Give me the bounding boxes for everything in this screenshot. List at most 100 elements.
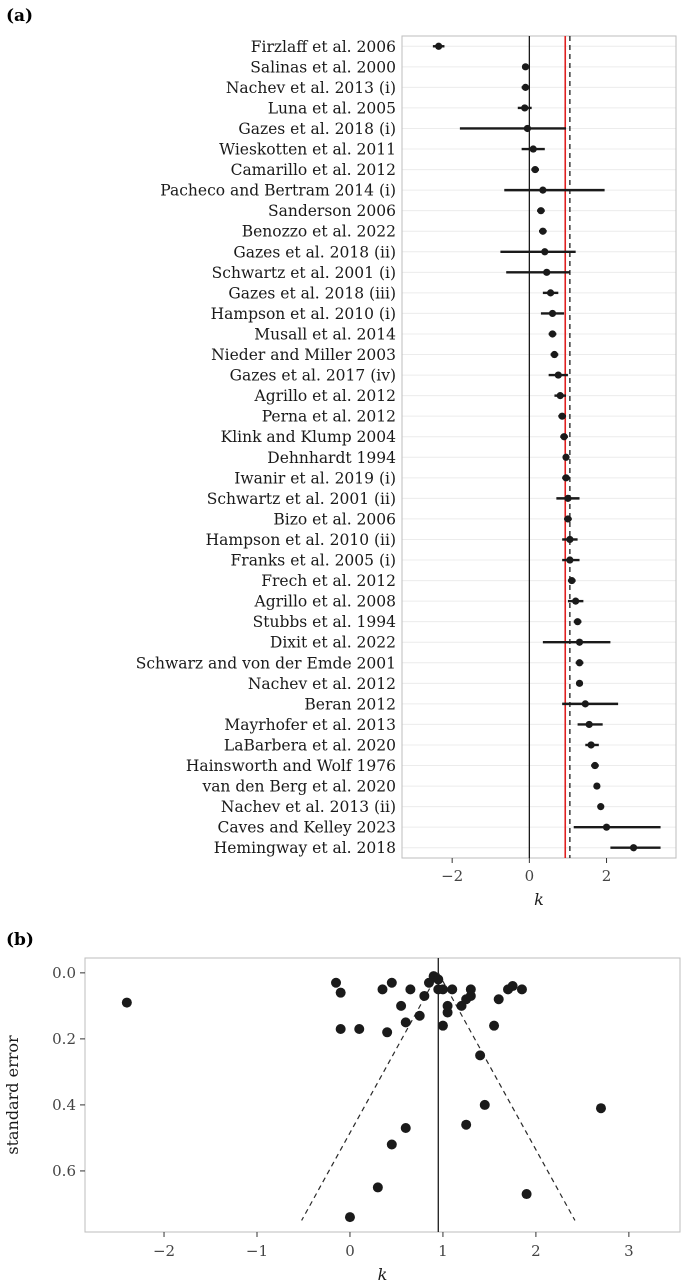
effect-size-point: [573, 618, 582, 626]
effect-size-point: [597, 803, 605, 811]
study-label: Hemingway et al. 2018: [214, 839, 396, 857]
study-label: Gazes et al. 2018 (ii): [233, 243, 396, 261]
study-label: Frech et al. 2012: [261, 572, 396, 590]
funnel-point: [437, 1020, 448, 1031]
effect-size-point: [560, 433, 568, 441]
x-tick-label: 3: [624, 1242, 634, 1260]
effect-size-point: [541, 248, 549, 256]
funnel-point: [121, 997, 132, 1008]
x-axis-label: k: [534, 890, 544, 909]
effect-size-point: [521, 83, 530, 91]
y-tick-label: 0.4: [52, 1096, 76, 1114]
funnel-point: [382, 1027, 393, 1038]
funnel-point: [433, 974, 444, 985]
forest-panel-background: [401, 35, 677, 859]
panel-a-label: (a): [6, 6, 34, 26]
y-tick-label: 0.2: [52, 1030, 76, 1048]
x-tick-label: 0: [525, 867, 535, 885]
effect-size-point: [575, 679, 584, 687]
funnel-point: [521, 1189, 532, 1200]
study-label: Agrillo et al. 2008: [254, 593, 396, 611]
funnel-point: [479, 1099, 490, 1110]
study-label: Franks et al. 2005 (i): [231, 552, 396, 570]
study-label: Nachev et al. 2013 (i): [226, 79, 396, 97]
effect-size-point: [539, 227, 547, 235]
funnel-point: [516, 984, 527, 995]
x-tick-label: −2: [441, 867, 463, 885]
funnel-point: [386, 1139, 397, 1150]
study-label: Schwartz et al. 2001 (i): [212, 264, 396, 282]
study-label: Gazes et al. 2017 (iv): [230, 367, 396, 385]
effect-size-point: [550, 350, 559, 359]
forest-plot: Firzlaff et al. 2006 Salinas et al. 2000 N…: [136, 35, 677, 909]
funnel-point: [437, 984, 448, 995]
effect-size-point: [521, 63, 530, 71]
effect-size-point: [558, 412, 566, 420]
funnel-point: [475, 1050, 486, 1061]
effect-size-point: [562, 453, 570, 461]
funnel-point: [465, 990, 476, 1001]
effect-size-point: [564, 515, 572, 523]
funnel-right-boundary: [437, 972, 576, 1221]
effect-size-point: [585, 720, 593, 729]
funnel-point: [414, 1010, 425, 1021]
study-label: Mayrhofer et al. 2013: [224, 716, 396, 734]
study-label: Hampson et al. 2010 (ii): [206, 531, 396, 549]
effect-size-point: [566, 535, 574, 544]
effect-size-point: [602, 823, 611, 831]
study-label: Wieskotten et al. 2011: [219, 141, 396, 159]
study-label: Bizo et al. 2006: [273, 510, 396, 528]
study-label: Benozzo et al. 2022: [242, 223, 396, 241]
funnel-point: [396, 1000, 407, 1011]
funnel-point: [489, 1020, 500, 1031]
effect-size-point: [566, 556, 574, 564]
x-tick-label: 2: [531, 1242, 541, 1260]
funnel-point: [442, 1007, 453, 1018]
study-label: Agrillo et al. 2012: [254, 387, 396, 405]
x-tick-label: −1: [246, 1242, 268, 1260]
study-label: Caves and Kelley 2023: [217, 819, 396, 837]
study-label: Schwarz and von der Emde 2001: [136, 654, 396, 672]
study-label: Camarillo et al. 2012: [231, 161, 396, 179]
study-label: Klink and Klump 2004: [221, 428, 397, 446]
x-tick-label: 0: [345, 1242, 355, 1260]
funnel-point: [354, 1023, 365, 1034]
study-label: Firzlaff et al. 2006: [251, 38, 396, 56]
funnel-point: [447, 984, 458, 995]
study-label: Stubbs et al. 1994: [253, 613, 397, 631]
funnel-plot: −2 −1 0 1 2 3 0.0 0.2 0.4 0.6 k standard error: [3, 957, 681, 1284]
funnel-point: [507, 981, 518, 992]
effect-size-point: [546, 289, 555, 297]
study-label: Salinas et al. 2000: [250, 58, 396, 76]
y-axis-label: standard error: [3, 1035, 22, 1155]
funnel-point: [595, 1103, 606, 1114]
funnel-point: [335, 1023, 346, 1034]
study-label: LaBarbera et al. 2020: [224, 736, 396, 754]
study-label: Hainsworth and Wolf 1976: [186, 757, 396, 775]
study-label: Gazes et al. 2018 (i): [238, 120, 396, 138]
study-label: Pacheco and Bertram 2014 (i): [160, 182, 396, 200]
panel-b-label: (b): [6, 930, 34, 950]
x-axis-label: k: [378, 1265, 388, 1284]
study-label: Iwanir et al. 2019 (i): [234, 469, 396, 487]
funnel-point: [419, 990, 430, 1001]
study-label: Dixit et al. 2022: [270, 634, 396, 652]
effect-size-point: [572, 597, 580, 605]
x-tick-label: 2: [602, 867, 612, 885]
effect-size-point: [575, 659, 584, 667]
effect-size-point: [568, 576, 576, 585]
effect-size-point: [539, 186, 547, 194]
effect-size-point: [581, 700, 589, 708]
funnel-point: [331, 977, 342, 988]
study-label: Dehnhardt 1994: [267, 449, 396, 467]
effect-size-point: [575, 638, 584, 646]
effect-size-point: [548, 330, 557, 338]
study-label: Schwartz et al. 2001 (ii): [207, 490, 396, 508]
funnel-point: [344, 1212, 355, 1223]
funnel-point: [400, 1017, 411, 1028]
study-label: Perna et al. 2012: [262, 408, 396, 426]
study-label: van den Berg et al. 2020: [201, 778, 396, 796]
funnel-point: [493, 994, 504, 1005]
effect-size-point: [562, 474, 570, 482]
study-label: Luna et al. 2005: [268, 99, 396, 117]
